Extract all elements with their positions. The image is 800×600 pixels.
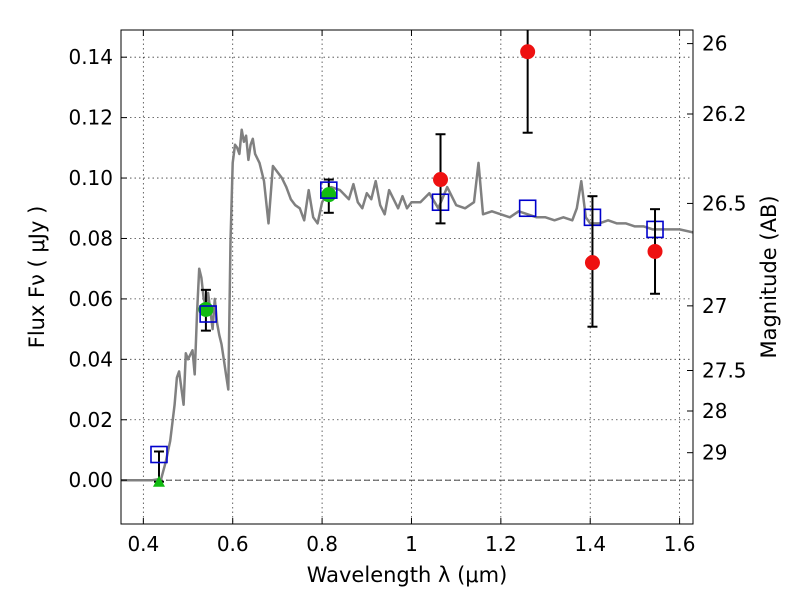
ticks: 0.4 0.6 0.8 1 1.2 1.4 1.6 0.00 0.02 0.04 0.06 0.08 0… — [68, 30, 747, 556]
y-tick-label: 0.08 — [68, 226, 113, 250]
y-tick-label: 0.00 — [68, 468, 113, 492]
y-tick-label: 0.10 — [68, 166, 113, 190]
right-tick-label: 27 — [702, 294, 727, 318]
photometry-point — [321, 187, 337, 203]
x-tick-label: 0.6 — [217, 532, 249, 556]
y-tick-label: 0.02 — [68, 408, 113, 432]
y-axis-label: Flux Fν ( μJy ) — [25, 206, 49, 349]
x-tick-label: 1.4 — [574, 532, 606, 556]
model-flux-square — [199, 305, 217, 323]
right-tick-label: 27.5 — [702, 359, 747, 383]
model-flux-square — [150, 445, 168, 464]
y-tick-label: 0.04 — [68, 347, 113, 371]
y-tick-label: 0.14 — [68, 45, 113, 69]
photometry-point — [433, 172, 449, 188]
model-flux-square — [319, 181, 338, 199]
x-axis-label: Wavelength λ (μm) — [307, 563, 508, 587]
plot-area — [121, 30, 693, 487]
x-tick-label: 1 — [405, 532, 418, 556]
right-tick-label: 26.5 — [702, 191, 747, 215]
y-tick-label: 0.06 — [68, 287, 113, 311]
x-tick-label: 1.2 — [485, 532, 517, 556]
photometry-point — [520, 44, 536, 60]
photometry-point — [584, 255, 600, 271]
photometry-point — [647, 243, 663, 259]
right-axis-label: Magnitude (AB) — [757, 195, 781, 358]
right-tick-label: 29 — [702, 441, 727, 465]
right-tick-label: 26.2 — [702, 102, 747, 126]
right-tick-label: 26 — [702, 32, 727, 56]
axes-frame — [120, 29, 694, 525]
grid-lines — [121, 30, 693, 524]
x-tick-label: 1.6 — [664, 532, 696, 556]
model-flux-square — [518, 199, 537, 218]
x-tick-label: 0.4 — [127, 532, 159, 556]
sed-template-line — [121, 128, 693, 482]
right-tick-label: 28 — [702, 399, 727, 423]
x-tick-label: 0.8 — [306, 532, 338, 556]
upper-limit-triangle — [152, 475, 165, 487]
y-tick-label: 0.12 — [68, 106, 113, 130]
